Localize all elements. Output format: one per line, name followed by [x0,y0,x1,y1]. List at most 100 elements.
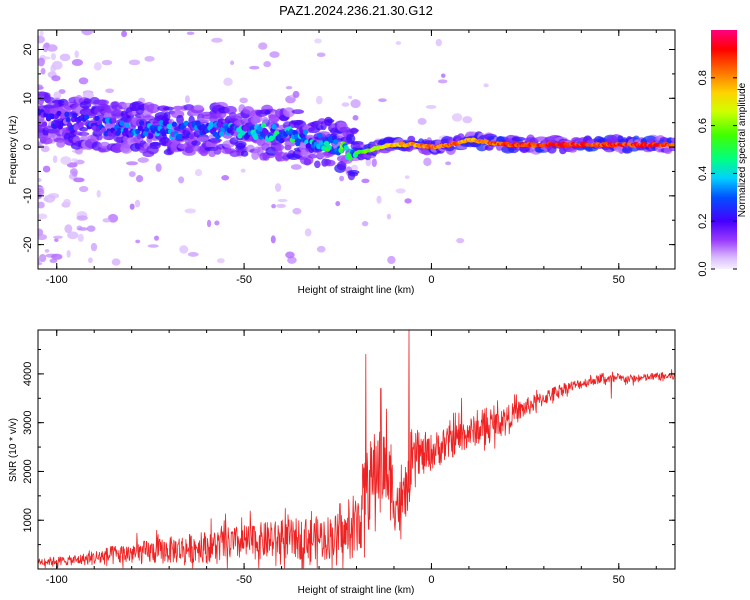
heat-cell [568,148,577,153]
heat-cell [274,183,282,192]
heat-cell [60,156,72,165]
heat-cell [269,51,280,58]
y-tick-label: -10 [22,188,34,204]
heat-cell [305,134,315,140]
heat-cell [146,103,160,114]
heat-cell [158,119,164,126]
colorbar-ticks: 0.0 0.2 0.4 0.6 0.8 [697,70,737,277]
heat-cell [264,109,271,115]
colorbar-tick-label: 0.0 [697,261,709,276]
heat-cell [316,245,326,253]
heat-cell [56,140,66,148]
heat-cell [208,151,216,157]
heat-cell [417,117,427,125]
heat-cell [341,102,350,107]
heat-cell [347,169,360,175]
heat-cell [350,164,359,172]
heat-cell [188,133,195,140]
heat-cell [191,140,201,147]
heat-cell [440,73,446,78]
heat-cell [270,235,276,244]
heat-cell [378,98,387,102]
heat-cell [240,168,246,173]
heat-cell [352,115,359,121]
heat-cell [162,106,175,111]
heat-cell [83,114,90,121]
heat-cell [361,221,369,227]
heat-cell [105,88,115,94]
heat-cell [171,121,177,128]
heat-cell [166,123,172,130]
heat-cell [44,108,50,114]
snr-series-line [38,330,675,569]
heat-cell [186,31,195,36]
heat-cell [78,185,89,193]
heat-cell [326,118,335,124]
heat-cell [91,125,97,131]
heat-cell [348,95,353,99]
snr-ylabel: SNR (10 * v/v) [8,418,19,482]
heat-cell [386,213,392,220]
heat-cell [111,258,121,266]
heat-cell [365,157,372,167]
heat-cell [249,65,260,70]
heat-cell [211,37,223,43]
heat-cell [65,116,71,123]
heat-cell [216,121,222,128]
heat-cell [73,124,79,131]
heat-cell [58,89,66,94]
heat-cell [90,242,98,252]
heat-cell [41,121,48,127]
heat-cell [53,91,62,100]
heat-cell [93,62,102,71]
x-tick-label: 50 [613,574,625,586]
heat-cell [41,137,53,145]
heat-cell [38,233,48,241]
y-tick-label: 0 [22,144,34,150]
heat-cell [290,120,304,126]
heat-cell [63,198,71,207]
heat-cell [292,90,300,99]
colorbar-label: Normalized spectral amplitude [737,82,748,217]
heat-cell [371,158,377,168]
heat-cell [73,177,85,183]
heat-cell [66,250,71,258]
heat-cell [104,117,111,124]
heat-cell [395,41,402,45]
heat-cell [50,64,56,74]
heat-cell [121,30,128,38]
heat-cell [137,157,149,163]
colorbar: 0.0 0.2 0.4 0.6 0.8 Normalized spectral ampl… [697,30,748,277]
heat-cell [134,199,141,208]
heat-cell [216,258,225,264]
heat-cell [110,109,125,119]
heat-cell [316,52,326,58]
heat-cell [223,77,233,87]
heat-cell [335,200,341,207]
heat-cell [263,61,272,68]
heat-cell [331,134,337,141]
heat-cell [476,141,488,152]
heat-cell [40,67,46,75]
heat-cell [437,79,448,84]
heat-cell [147,244,159,248]
heat-cell [206,219,212,228]
heat-cell [323,159,336,167]
heat-cell [81,30,94,36]
heat-cell [42,165,51,173]
heat-cell [149,141,162,147]
y-tick-label: 20 [22,43,34,55]
heat-cell [38,213,48,220]
heat-cell [404,198,412,204]
heat-cell [395,188,406,194]
x-tick-label: 0 [428,574,434,586]
heat-cell [153,235,160,241]
heat-cell [224,105,237,115]
heat-cell [51,75,61,82]
x-tick-label: -50 [236,274,252,286]
heat-cell [176,114,184,125]
heat-cell [77,233,84,242]
heat-cell [271,203,276,209]
heat-cell [263,129,269,135]
